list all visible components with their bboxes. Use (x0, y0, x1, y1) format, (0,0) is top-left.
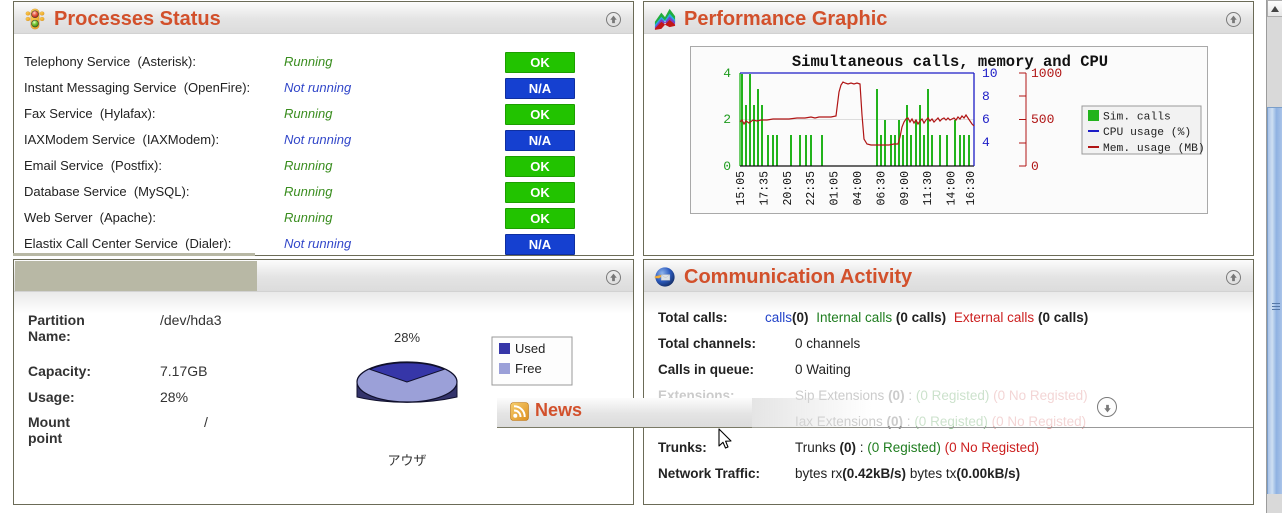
svg-text:アウザ: アウザ (387, 453, 426, 468)
svg-text:0: 0 (723, 159, 731, 174)
svg-text:16:30: 16:30 (965, 171, 978, 206)
svg-text:Free: Free (515, 361, 542, 376)
svg-text:4: 4 (723, 66, 731, 81)
svg-text:4: 4 (982, 135, 990, 150)
svg-text:Sim. calls: Sim. calls (1103, 112, 1171, 124)
svg-text:8: 8 (982, 89, 990, 104)
svg-text:11:30: 11:30 (922, 171, 935, 206)
svg-text:20:05: 20:05 (782, 171, 795, 206)
svg-text:0: 0 (1031, 159, 1039, 174)
svg-text:CPU usage (%): CPU usage (%) (1103, 127, 1191, 139)
svg-text:28%: 28% (394, 330, 420, 345)
svg-text:1000: 1000 (1031, 66, 1062, 81)
svg-text:15:05: 15:05 (735, 171, 748, 206)
svg-text:04:00: 04:00 (852, 171, 865, 206)
svg-text:22:35: 22:35 (805, 171, 818, 206)
svg-text:Mem. usage (MB): Mem. usage (MB) (1103, 143, 1205, 155)
svg-text:6: 6 (982, 112, 990, 127)
svg-text:01:05: 01:05 (829, 171, 842, 206)
svg-text:10: 10 (982, 66, 998, 81)
svg-text:14:00: 14:00 (946, 171, 959, 206)
svg-text:06:30: 06:30 (875, 171, 888, 206)
svg-text:09:00: 09:00 (899, 171, 912, 206)
svg-text:17:35: 17:35 (758, 171, 771, 206)
svg-text:2: 2 (723, 112, 731, 127)
svg-text:500: 500 (1031, 112, 1054, 127)
svg-text:Used: Used (515, 341, 545, 356)
